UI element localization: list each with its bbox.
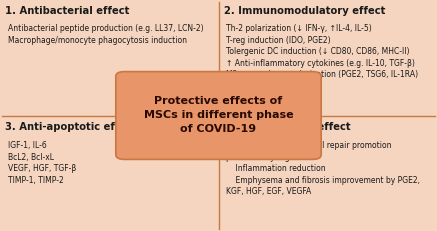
- Text: IGF-1, IL-6
BcL2, Bcl-xL
VEGF, HGF, TGF-β
TIMP-1, TIMP-2: IGF-1, IL-6 BcL2, Bcl-xL VEGF, HGF, TGF-…: [8, 141, 76, 185]
- Text: 3. Anti-apoptotic effect: 3. Anti-apoptotic effect: [5, 122, 137, 132]
- FancyBboxPatch shape: [116, 72, 321, 159]
- Text: Th-2 polarization (↓ IFN-γ, ↑IL-4, IL-5)
T-reg induction (IDO, PGE2)
Tolergenic : Th-2 polarization (↓ IFN-γ, ↑IL-4, IL-5)…: [226, 24, 419, 91]
- Text: 1. Antibacterial effect: 1. Antibacterial effect: [5, 6, 130, 16]
- Text: Protective effects of
MSCs in different phase
of COVID-19: Protective effects of MSCs in different …: [144, 97, 293, 134]
- Text: Antibacterial peptide production (e.g. LL37, LCN-2)
Macrophage/monocyte phagocyt: Antibacterial peptide production (e.g. L…: [8, 24, 204, 45]
- Text: 2. Immunomodulatory effect: 2. Immunomodulatory effect: [224, 6, 385, 16]
- Text: 4. Regenerative effect: 4. Regenerative effect: [224, 122, 350, 132]
- Text: Epithelial and endothelial repair promotion
permeability regulation
    Inflamma: Epithelial and endothelial repair promot…: [226, 141, 420, 196]
